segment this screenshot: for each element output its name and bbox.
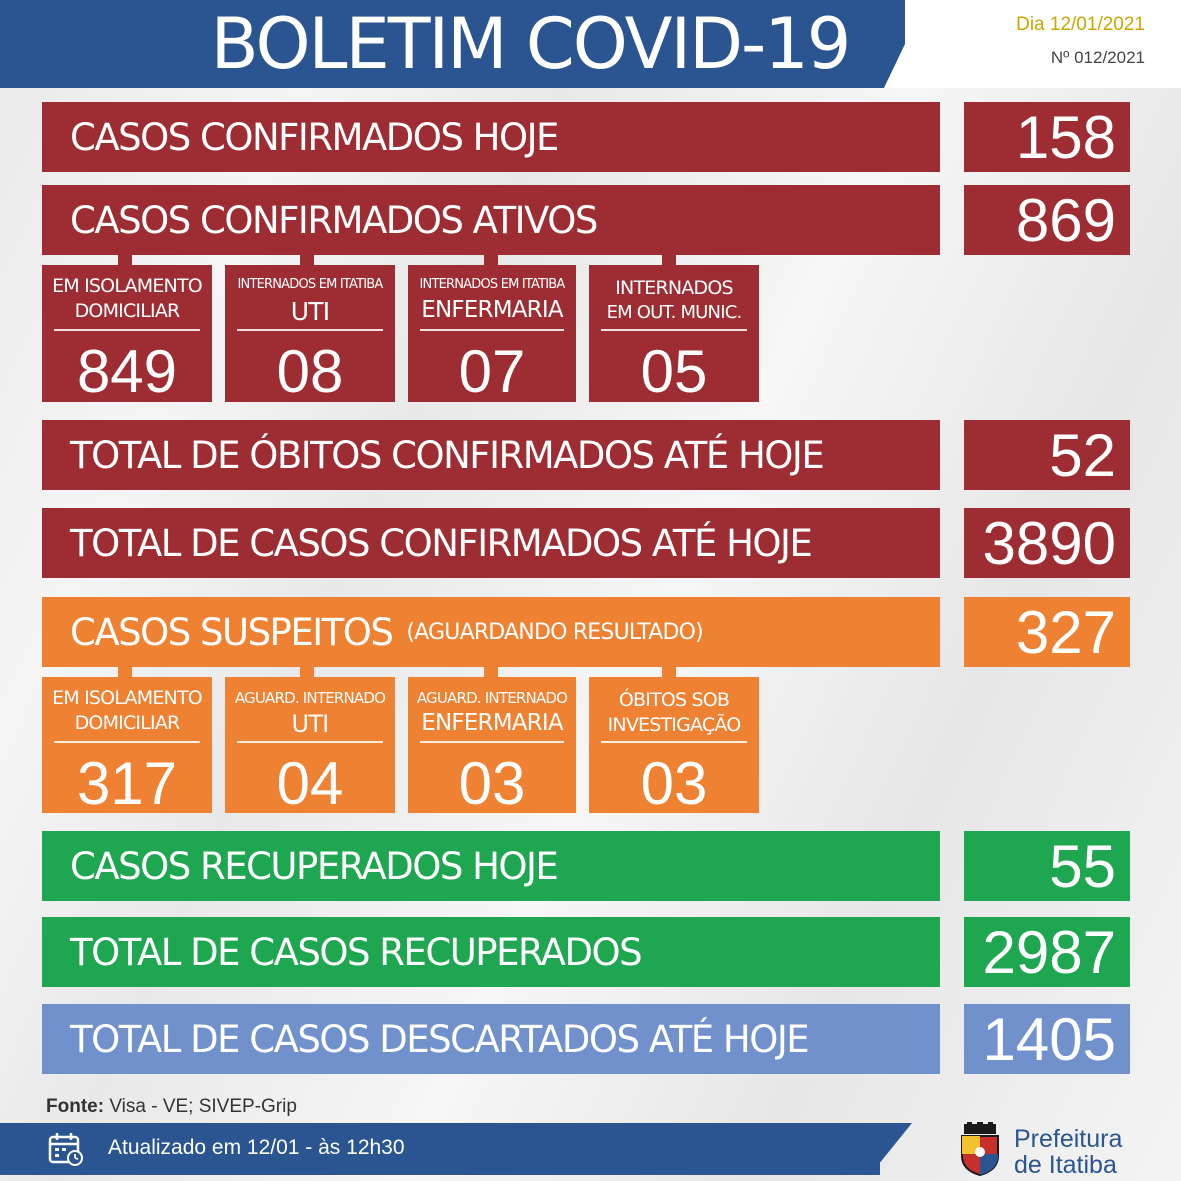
card-line2: UTI: [290, 297, 330, 326]
card-line1: INTERNADOS EM ITATIBA: [419, 277, 566, 292]
card-line1: AGUARD. INTERNADO: [416, 689, 568, 707]
deaths-total-bar: TOTAL DE ÓBITOS CONFIRMADOS ATÉ HOJE: [42, 420, 940, 490]
suspected-sublabel: (AGUARDANDO RESULTADO): [406, 619, 703, 645]
suspected-value: 327: [964, 597, 1130, 667]
card-value: 317: [76, 750, 178, 817]
recovered-today-label: CASOS RECUPERADOS HOJE: [70, 844, 559, 888]
connector: [118, 255, 132, 267]
footer-bar-edge: [870, 1123, 912, 1175]
card-divider: [237, 329, 383, 331]
confirmed-today-value: 158: [964, 102, 1130, 172]
confirmed-active-value: 869: [964, 185, 1130, 255]
connector: [662, 255, 676, 267]
card-value: 05: [640, 338, 708, 405]
card-value: 07: [458, 338, 526, 405]
suspected-label-wrap: CASOS SUSPEITOS (AGUARDANDO RESULTADO): [70, 597, 704, 667]
connector: [484, 667, 498, 679]
city-coat-of-arms-icon: [961, 1122, 999, 1176]
card-isolation: EM ISOLAMENTO DOMICILIAR 849: [42, 265, 212, 405]
card-value: 03: [640, 750, 708, 817]
card-divider: [601, 741, 747, 743]
confirmed-today-bar: CASOS CONFIRMADOS HOJE: [42, 102, 940, 172]
confirmed-today-label: CASOS CONFIRMADOS HOJE: [70, 115, 559, 159]
org-line1: Prefeitura: [1014, 1125, 1123, 1153]
card-other-city: INTERNADOS EM OUT. MUNIC. 05: [589, 265, 759, 405]
cases-total-value: 3890: [964, 508, 1130, 578]
suspected-label: CASOS SUSPEITOS: [70, 610, 394, 654]
card-divider: [237, 741, 383, 743]
card-icu: INTERNADOS EM ITATIBA UTI 08: [225, 265, 395, 405]
bulletin-date: Dia 12/01/2021: [1016, 14, 1145, 35]
organization-name: Prefeitura de Itatiba: [1014, 1126, 1122, 1178]
recovered-today-bar: CASOS RECUPERADOS HOJE: [42, 831, 940, 901]
page-title: BOLETIM COVID-19: [210, 3, 852, 85]
card-line2: ENFERMARIA: [421, 297, 563, 323]
card-line1: INTERNADOS: [615, 277, 733, 299]
connector: [662, 667, 676, 679]
card-suspect-isolation: EM ISOLAMENTO DOMICILIAR 317: [42, 677, 212, 817]
updated-timestamp: Atualizado em 12/01 - às 12h30: [108, 1136, 405, 1159]
card-line2: DOMICILIAR: [74, 300, 181, 322]
recovered-total-label: TOTAL DE CASOS RECUPERADOS: [70, 930, 643, 974]
card-divider: [54, 741, 200, 743]
deaths-total-label: TOTAL DE ÓBITOS CONFIRMADOS ATÉ HOJE: [70, 433, 825, 477]
source-note: Fonte: Visa - VE; SIVEP-Grip: [46, 1096, 297, 1118]
recovered-total-bar: TOTAL DE CASOS RECUPERADOS: [42, 917, 940, 987]
card-line2: EM OUT. MUNIC.: [606, 302, 743, 323]
card-line2: DOMICILIAR: [74, 712, 181, 734]
card-line1: ÓBITOS SOB: [618, 689, 730, 711]
card-line1: INTERNADOS EM ITATIBA: [237, 277, 384, 292]
card-line1: AGUARD. INTERNADO: [234, 689, 386, 707]
card-divider: [601, 329, 747, 331]
footer-bar: [0, 1123, 880, 1175]
deaths-total-value: 52: [964, 420, 1130, 490]
card-value: 849: [76, 338, 178, 405]
connector: [484, 255, 498, 267]
card-divider: [420, 329, 564, 331]
card-divider: [420, 741, 564, 743]
date-panel: [905, 0, 1181, 88]
confirmed-active-label: CASOS CONFIRMADOS ATIVOS: [70, 198, 598, 242]
card-value: 04: [276, 750, 344, 817]
calendar-clock-icon: [48, 1133, 83, 1166]
card-line2: INVESTIGAÇÃO: [607, 714, 742, 736]
discarded-bar: TOTAL DE CASOS DESCARTADOS ATÉ HOJE: [42, 1004, 940, 1074]
card-line2: UTI: [291, 710, 330, 738]
card-divider: [54, 329, 200, 331]
connector: [300, 255, 314, 267]
recovered-total-value: 2987: [964, 917, 1130, 987]
card-line2: ENFERMARIA: [421, 710, 563, 736]
cases-total-bar: TOTAL DE CASOS CONFIRMADOS ATÉ HOJE: [42, 508, 940, 578]
connector: [300, 667, 314, 679]
cases-total-label: TOTAL DE CASOS CONFIRMADOS ATÉ HOJE: [70, 521, 813, 565]
bulletin-number: Nº 012/2021: [1050, 48, 1145, 67]
confirmed-active-bar: CASOS CONFIRMADOS ATIVOS: [42, 185, 940, 255]
connector: [118, 667, 132, 679]
card-line1: EM ISOLAMENTO: [52, 687, 203, 709]
card-line1: EM ISOLAMENTO: [52, 275, 203, 297]
card-suspect-ward: AGUARD. INTERNADO ENFERMARIA 03: [408, 677, 576, 817]
card-value: 08: [276, 338, 344, 405]
source-label: Fonte:: [46, 1096, 105, 1117]
org-line2: de Itatiba: [1014, 1151, 1117, 1179]
suspected-bar: CASOS SUSPEITOS (AGUARDANDO RESULTADO): [42, 597, 940, 667]
card-value: 03: [458, 750, 526, 817]
source-text: Visa - VE; SIVEP-Grip: [104, 1096, 297, 1117]
card-suspect-deaths: ÓBITOS SOB INVESTIGAÇÃO 03: [589, 677, 759, 817]
card-ward: INTERNADOS EM ITATIBA ENFERMARIA 07: [408, 265, 576, 405]
discarded-value: 1405: [964, 1004, 1130, 1074]
recovered-today-value: 55: [964, 831, 1130, 901]
card-suspect-icu: AGUARD. INTERNADO UTI 04: [225, 677, 395, 817]
discarded-label: TOTAL DE CASOS DESCARTADOS ATÉ HOJE: [70, 1017, 810, 1061]
